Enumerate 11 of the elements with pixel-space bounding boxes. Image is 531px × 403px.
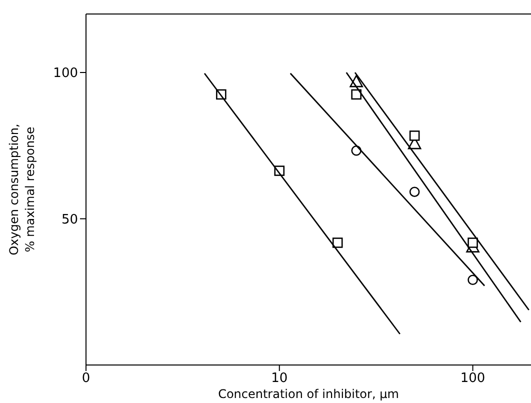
x-tick-label: 100 [460, 371, 486, 386]
point [468, 274, 478, 286]
x-axis-title: Concentration of inhibitor, μm [218, 387, 399, 401]
x-tick-label: 10 [271, 371, 288, 386]
point [468, 238, 478, 248]
point [409, 130, 420, 141]
point [351, 89, 362, 100]
point [409, 186, 420, 197]
x-tick-label: 0 [82, 371, 90, 386]
y-tick-label: 50 [61, 212, 78, 228]
y-axis-title: Oxygen consumption, % maximal response [7, 124, 37, 256]
